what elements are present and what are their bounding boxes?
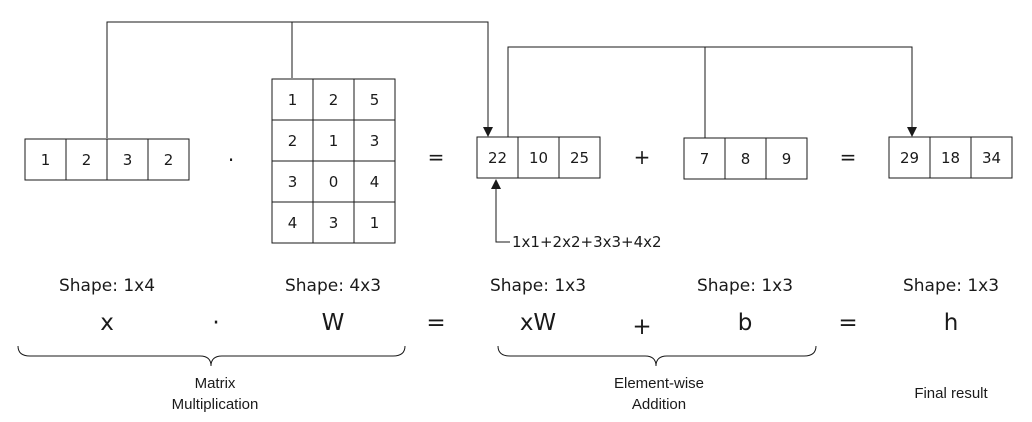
vector-x-value: 2: [82, 151, 92, 169]
shape-label-xw: Shape: 1x3: [490, 276, 586, 296]
group-caption-matmul-line2: Multiplication: [172, 396, 259, 413]
matrix-w-cell: [312, 160, 355, 203]
symbol-x: x: [100, 310, 114, 336]
vector-h-cell: [888, 136, 931, 179]
symbol-plus: +: [632, 314, 651, 340]
matrix-w-cell: [353, 78, 396, 121]
vector-h: 29 18 34: [888, 136, 1013, 179]
matrix-w-cell: [312, 201, 355, 244]
matrix-w-value: 3: [329, 214, 339, 232]
symbol-equals: =: [426, 310, 445, 336]
vector-x: 1 2 3 2: [24, 138, 190, 181]
symbol-equals-2: =: [838, 310, 857, 336]
vector-x-cell: [65, 138, 108, 181]
vector-b-value: 9: [782, 150, 792, 168]
matrix-w-value: 4: [370, 173, 380, 191]
matrix-w-cell: [271, 119, 314, 162]
arrowhead-to-h: [907, 127, 917, 137]
group-caption-addition-line2: Addition: [632, 396, 686, 413]
brace-matrix-multiplication: [17, 345, 406, 367]
matrix-w-value: 3: [370, 132, 380, 150]
operator-dot: ·: [228, 148, 234, 172]
vector-x-value: 1: [41, 151, 51, 169]
vector-x-cell: [147, 138, 190, 181]
connector-formula: [495, 187, 510, 243]
connector-x-to-xw: [106, 21, 489, 138]
vector-xw-cell: [558, 136, 601, 179]
formula-label: 1x1+2x2+3x3+4x2: [512, 233, 662, 251]
group-caption-addition-line1: Element-wise: [614, 375, 704, 392]
symbol-h: h: [944, 310, 959, 336]
shape-label-x: Shape: 1x4: [59, 276, 155, 296]
matrix-w-value: 3: [288, 173, 298, 191]
operator-equals: =: [428, 145, 445, 169]
connector-xw-to-h: [507, 46, 913, 138]
matrix-w-value: 2: [288, 132, 298, 150]
vector-xw: 22 10 25: [476, 136, 601, 179]
matrix-w-cell: [353, 201, 396, 244]
vector-b: 7 8 9: [683, 137, 808, 180]
vector-h-value: 34: [982, 149, 1001, 167]
matrix-w-cell: [353, 119, 396, 162]
vector-h-value: 29: [900, 149, 919, 167]
vector-x-cell: [106, 138, 149, 181]
vector-x-value: 3: [123, 151, 133, 169]
vector-b-value: 8: [741, 150, 751, 168]
group-caption-final: Final result: [914, 385, 988, 402]
matrix-w-value: 1: [370, 214, 380, 232]
vector-xw-cell: [517, 136, 560, 179]
shape-label-w: Shape: 4x3: [285, 276, 381, 296]
group-caption-matmul-line1: Matrix: [195, 375, 236, 392]
matrix-w-value: 0: [329, 173, 339, 191]
matrix-w-value: 2: [329, 91, 339, 109]
brace-element-wise-addition: [497, 345, 817, 367]
operator-equals-2: =: [840, 145, 857, 169]
operator-plus: +: [634, 145, 651, 169]
vector-h-cell: [970, 136, 1013, 179]
symbol-w: W: [322, 310, 345, 336]
matrix-w: 1 2 5 2 1 3 3 0 4 4 3 1: [271, 78, 396, 244]
matrix-w-cell: [312, 119, 355, 162]
vector-h-value: 18: [941, 149, 960, 167]
matrix-w-value: 1: [288, 91, 298, 109]
arrowhead-to-xw: [483, 127, 493, 137]
shape-label-b: Shape: 1x3: [697, 276, 793, 296]
vector-xw-value: 25: [570, 149, 589, 167]
matrix-w-value: 5: [370, 91, 380, 109]
vector-h-cell: [929, 136, 972, 179]
matrix-w-cell: [271, 201, 314, 244]
matrix-w-value: 4: [288, 214, 298, 232]
symbol-b: b: [738, 310, 753, 336]
vector-b-value: 7: [700, 150, 710, 168]
vector-x-value: 2: [164, 151, 174, 169]
vector-b-cell: [765, 137, 808, 180]
vector-x-cell: [24, 138, 67, 181]
vector-xw-value: 22: [488, 149, 507, 167]
shape-label-h: Shape: 1x3: [903, 276, 999, 296]
symbol-xw: xW: [520, 310, 556, 336]
vector-xw-cell: [476, 136, 519, 179]
vector-xw-value: 10: [529, 149, 548, 167]
arrowhead-formula: [491, 179, 501, 189]
matrix-w-value: 1: [329, 132, 339, 150]
matrix-w-cell: [353, 160, 396, 203]
vector-b-cell: [724, 137, 767, 180]
symbol-dot: ·: [212, 310, 219, 336]
